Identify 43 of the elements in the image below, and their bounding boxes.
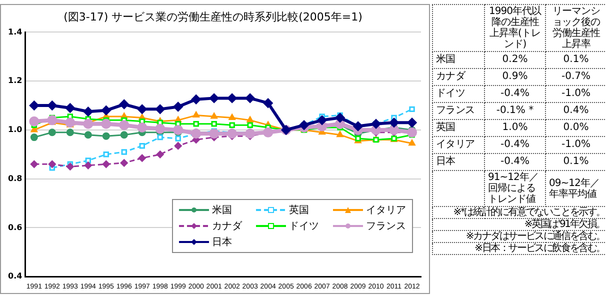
- category-label: 米国: [432, 52, 484, 68]
- legend-label: カナダ: [212, 220, 242, 233]
- data-label: -0.1% *: [484, 102, 546, 120]
- category-label: フランス: [432, 102, 484, 120]
- data-label: -1.0%: [546, 86, 606, 102]
- legend-label: 米国: [212, 204, 232, 217]
- data-label: -0.4%: [484, 154, 546, 170]
- category-label: 日本: [432, 154, 484, 170]
- data-label: -0.4%: [484, 86, 546, 102]
- text: ※カナダはサービスに通信を含む。: [432, 230, 606, 242]
- y-tick-label: 1.4: [8, 27, 23, 36]
- data-label: 0.9%: [484, 68, 546, 86]
- legend-label: ドイツ: [289, 220, 319, 233]
- data-label: -0.4%: [484, 136, 546, 154]
- data-label: 1.0%: [484, 120, 546, 136]
- y-tick-label: 1.2: [8, 76, 22, 86]
- data-label: 0.1%: [546, 154, 606, 170]
- text: ※日本：サービスに飲食を含む。: [432, 242, 606, 254]
- legend-label: 日本: [212, 236, 232, 249]
- data-label: -1.0%: [546, 136, 606, 154]
- chart-title: (図3-17) サービス業の労働生産性の時系列比較(2005年=1): [64, 10, 362, 24]
- text: リーマンショック後の労働生産性上昇率: [546, 4, 606, 52]
- data-label: -0.7%: [546, 68, 606, 86]
- category-label: ドイツ: [432, 86, 484, 102]
- data-label: 0.0%: [546, 120, 606, 136]
- category-label: イタリア: [432, 136, 484, 154]
- category-label: 英国: [432, 120, 484, 136]
- text: ※英国は'91年欠損。: [432, 218, 606, 230]
- y-tick-label: 0.6: [8, 222, 23, 232]
- legend-label: 英国: [289, 204, 309, 217]
- data-label: 0.4%: [546, 102, 606, 120]
- legend-label: イタリア: [366, 204, 406, 217]
- text: 09~12年／年率平均値: [546, 170, 606, 206]
- y-tick-label: 1.0: [8, 125, 23, 134]
- y-tick-label: 0.4: [8, 272, 23, 281]
- y-tick-label: 0.8: [8, 174, 23, 183]
- data-label: 0.2%: [484, 52, 546, 68]
- text: 91~12年／回帰によるトレンド値: [484, 170, 546, 206]
- data-label: 0.1%: [546, 52, 606, 68]
- text: 1990年代以降の生産性上昇率(トレンド): [484, 4, 546, 52]
- legend-label: フランス: [366, 220, 406, 233]
- text: ※*は統計的に有意でないことを示す。: [432, 206, 606, 218]
- category-label: カナダ: [432, 68, 484, 86]
